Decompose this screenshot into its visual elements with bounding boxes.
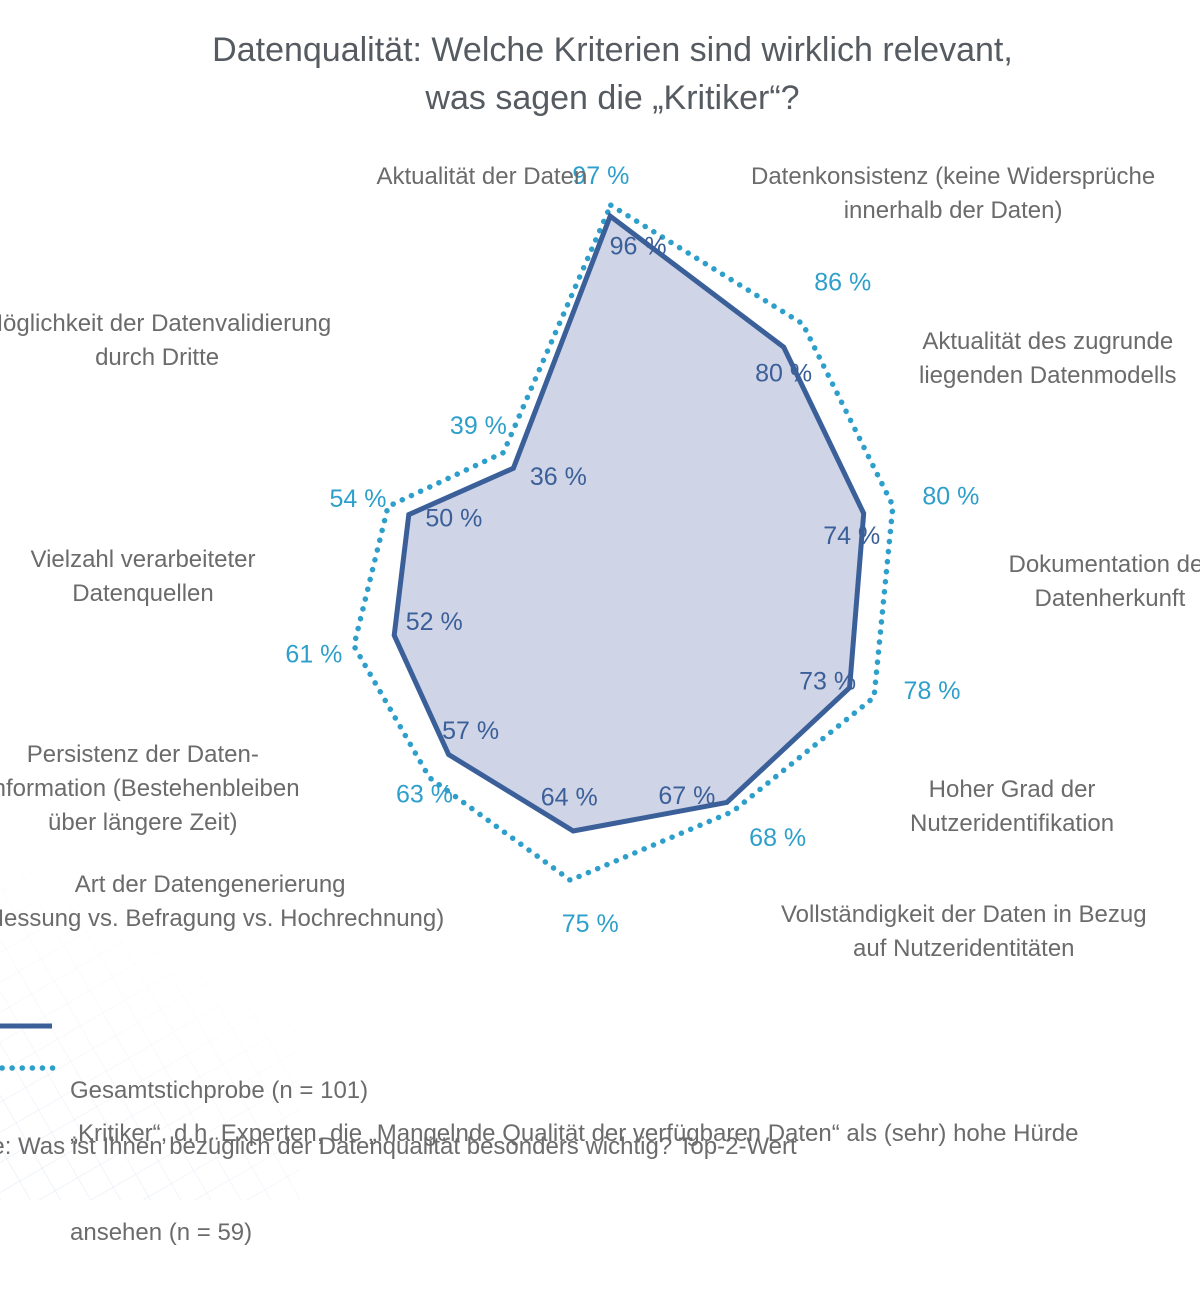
data-label-gesamt-datengenerierung: 57 % (442, 717, 499, 745)
data-label-gesamt-datenquellen: 50 % (425, 504, 482, 532)
data-label-gesamt-persistenz: 52 % (406, 608, 463, 636)
category-label-line: Möglichkeit der Datenvalidierung (0, 307, 331, 341)
legend-item-kritiker: „Kritiker“, d.h. Experten, die „Mangelnd… (70, 1051, 1079, 1315)
category-label-line: Dokumentation der (1009, 548, 1200, 582)
category-label-line: Aktualität der Daten (377, 160, 588, 194)
category-label-line: (Messung vs. Befragung vs. Hochrechnung) (0, 902, 444, 936)
category-label-line: über längere Zeit) (0, 806, 300, 840)
category-label-line: Aktualität des zugrunde (919, 325, 1177, 359)
data-label-kritiker-vollstaendigkeit: 75 % (562, 910, 619, 938)
category-label-aktualitaet-daten: Aktualität der Daten (377, 160, 588, 194)
category-label-datengenerierung: Art der Datengenerierung(Messung vs. Bef… (0, 868, 444, 936)
category-label-line: Datenquellen (31, 577, 256, 611)
footnote: Frage: Was ist Ihnen bezüglich der Daten… (0, 1133, 797, 1161)
category-label-line: Information (Bestehenbleiben (0, 772, 300, 806)
category-label-line: innerhalb der Daten) (751, 194, 1155, 228)
legend-label-kritiker-line-2: ansehen (n = 59) (70, 1216, 1079, 1249)
data-label-kritiker-datenquellen: 54 % (329, 485, 386, 513)
category-label-line: Art der Datengenerierung (0, 868, 444, 902)
data-label-kritiker-datenkonsistenz: 86 % (814, 268, 871, 296)
data-label-kritiker-persistenz: 61 % (285, 640, 342, 668)
category-label-line: durch Dritte (0, 341, 331, 375)
category-label-line: Nutzeridentifikation (910, 807, 1114, 841)
data-label-gesamt-nutzeridentifikation: 67 % (658, 782, 715, 810)
data-label-kritiker-nutzeridentifikation: 68 % (749, 824, 806, 852)
data-label-kritiker-datengenerierung: 63 % (396, 780, 453, 808)
category-label-line: Persistenz der Daten- (0, 738, 300, 772)
data-label-gesamt-aktualitaet-datenmodell: 74 % (823, 522, 880, 550)
data-label-kritiker-aktualitaet-datenmodell: 80 % (922, 482, 979, 510)
data-label-kritiker-datenvalidierung: 39 % (450, 412, 507, 440)
data-label-gesamt-dokumentation-herkunft: 73 % (799, 667, 856, 695)
category-label-line: Datenherkunft (1009, 582, 1200, 616)
category-label-line: Datenkonsistenz (keine Widersprüche (751, 160, 1155, 194)
data-label-gesamt-vollstaendigkeit: 64 % (541, 784, 598, 812)
category-label-line: Vielzahl verarbeiteter (31, 543, 256, 577)
data-label-gesamt-aktualitaet-daten: 96 % (610, 233, 667, 261)
category-label-line: Hoher Grad der (910, 773, 1114, 807)
data-label-gesamt-datenvalidierung: 36 % (530, 463, 587, 491)
data-label-gesamt-datenkonsistenz: 80 % (755, 360, 812, 388)
data-label-kritiker-dokumentation-herkunft: 78 % (904, 677, 961, 705)
category-label-line: Vollständigkeit der Daten in Bezug (781, 898, 1147, 932)
category-label-line: liegenden Datenmodells (919, 359, 1177, 393)
category-label-line: auf Nutzeridentitäten (781, 932, 1147, 966)
category-label-persistenz: Persistenz der Daten-Information (Besteh… (0, 738, 300, 840)
